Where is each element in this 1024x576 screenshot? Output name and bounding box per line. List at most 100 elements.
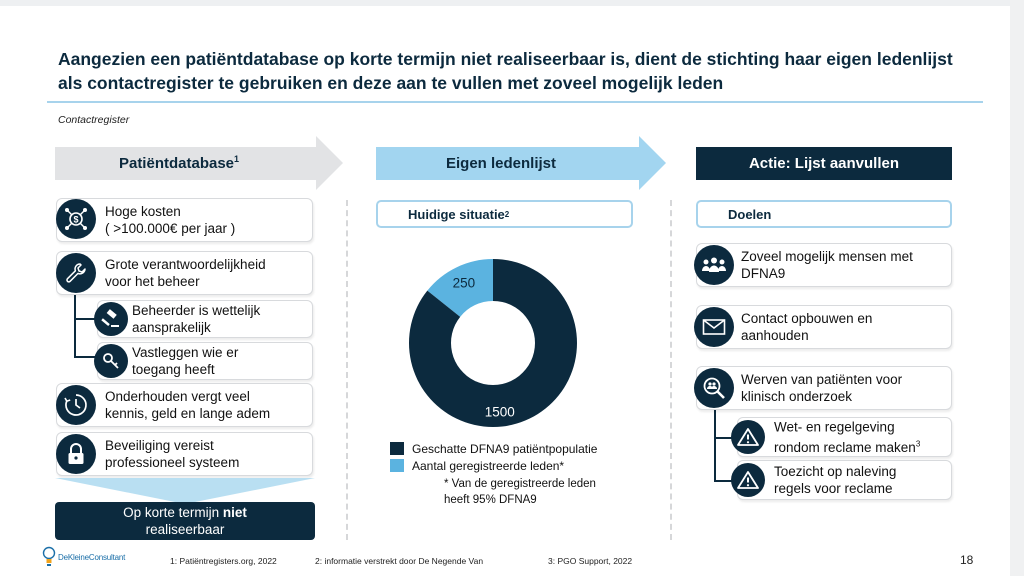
item-text: Zoveel mogelijk mensen met DFNA9 xyxy=(741,248,913,282)
list-item: Zoveel mogelijk mensen met DFNA9 xyxy=(696,243,952,287)
donut-slice xyxy=(409,259,577,427)
legend-label: Geschatte DFNA9 patiëntpopulatie xyxy=(412,441,598,456)
conclusion-box: Op korte termijn niet realiseerbaar xyxy=(55,502,315,540)
header-footnote-mark: 1 xyxy=(234,154,240,164)
envelope-icon xyxy=(694,307,734,347)
goals-label: Doelen xyxy=(728,206,772,222)
conclusion-text: realiseerbaar xyxy=(145,522,225,537)
right-strip xyxy=(1010,0,1024,576)
tree-connector xyxy=(714,480,738,482)
column-divider xyxy=(670,200,672,540)
warning-icon xyxy=(731,463,765,497)
header-patientdatabase-label: Patiëntdatabase xyxy=(118,155,235,172)
situation-label: Huidige situatie xyxy=(408,206,505,222)
tree-connector xyxy=(74,318,98,320)
list-item: Beveiliging vereist professioneel systeem xyxy=(56,432,313,476)
item-text: Grote verantwoordelijkheid voor het behee… xyxy=(105,256,266,290)
item-line: voor het beheer xyxy=(105,274,200,289)
top-strip xyxy=(0,0,1024,6)
situation-footnote-mark: 2 xyxy=(504,209,510,219)
people-icon xyxy=(694,245,734,285)
legend-swatch xyxy=(390,459,404,472)
title-divider xyxy=(47,101,983,103)
item-footnote-mark: 3 xyxy=(915,439,921,449)
list-item: Toezicht op naleving regels voor reclame xyxy=(737,460,952,500)
header-arrow-head xyxy=(316,136,343,190)
item-line: Toezicht op naleving xyxy=(774,464,897,479)
footnote-line: * Van de geregistreerde leden xyxy=(444,478,596,490)
item-line: kennis, geld en lange adem xyxy=(105,406,271,421)
item-line: Beheerder is wettelijk xyxy=(132,303,261,318)
legend-label: Aantal geregistreerde leden* xyxy=(412,458,565,473)
donut-data-label: 250 xyxy=(453,276,476,291)
item-text: Beveiliging vereist professioneel systeem xyxy=(105,437,239,471)
footer-note: 3: PGO Support, 2022 xyxy=(548,556,633,566)
item-text: Wet- en regelgeving rondom reclame maken3 xyxy=(774,418,920,456)
item-line: Hoge kosten xyxy=(105,204,181,219)
item-line: Werven van patiënten voor xyxy=(741,372,903,387)
item-line: rondom reclame maken xyxy=(774,439,916,455)
item-line: toegang heeft xyxy=(132,362,215,377)
list-item: Beheerder is wettelijk aansprakelijk xyxy=(97,300,313,338)
conclusion-emphasis: niet xyxy=(222,505,247,520)
column-divider xyxy=(346,200,348,540)
item-line: Wet- en regelgeving xyxy=(774,419,895,435)
situation-pill: Huidige situatie 2 xyxy=(376,200,633,228)
item-text: Beheerder is wettelijk aansprakelijk xyxy=(132,302,260,336)
item-text: Contact opbouwen en aanhouden xyxy=(741,310,872,344)
lightbulb-icon xyxy=(42,546,56,566)
tree-connector xyxy=(74,275,76,357)
chart-footnote: * Van de geregistreerde leden heeft 95% … xyxy=(444,476,596,508)
item-text: Onderhouden vergt veel kennis, geld en la… xyxy=(105,388,270,422)
donut-slice xyxy=(427,259,493,317)
item-line: regels voor reclame xyxy=(774,481,893,496)
legend-entry: Geschatte DFNA9 patiëntpopulatie xyxy=(390,440,597,457)
magnifier-people-icon xyxy=(694,368,734,408)
page-number: 18 xyxy=(960,553,974,567)
item-line: Contact opbouwen en xyxy=(741,311,873,326)
donut-data-label: 1500 xyxy=(485,405,515,420)
list-item: Vastleggen wie er toegang heeft xyxy=(97,342,313,380)
item-line: aanhouden xyxy=(741,328,809,343)
gavel-icon xyxy=(94,302,128,336)
header-eigen-ledenlijst: Eigen ledenlijst xyxy=(376,136,666,190)
item-line: DFNA9 xyxy=(741,266,786,281)
item-text: Toezicht op naleving regels voor reclame xyxy=(774,463,896,497)
header-arrow-body xyxy=(55,147,316,180)
warning-icon xyxy=(731,420,765,454)
list-item: Grote verantwoordelijkheid voor het behee… xyxy=(56,251,313,295)
svg-text:$: $ xyxy=(73,215,78,225)
item-line: professioneel systeem xyxy=(105,455,240,470)
item-text: Hoge kosten ( >100.000€ per jaar ) xyxy=(105,203,235,237)
tree-connector xyxy=(714,402,716,482)
brand-name: DeKleineConsultant xyxy=(58,552,126,562)
conclusion-text: Op korte termijn xyxy=(123,505,223,520)
tree-connector xyxy=(74,356,98,358)
chart-legend: Geschatte DFNA9 patiëntpopulatie Aantal … xyxy=(390,440,597,474)
slide-title: Aangezien een patiëntdatabase op korte t… xyxy=(58,49,953,93)
header-patientdatabase: Patiëntdatabase1 xyxy=(55,136,343,190)
header-actie-label: Actie: Lijst aanvullen xyxy=(748,155,900,172)
list-item: Wet- en regelgeving rondom reclame maken3 xyxy=(737,417,952,457)
legend-entry: Aantal geregistreerde leden* xyxy=(390,457,597,474)
footnote-line: heeft 95% DFNA9 xyxy=(444,494,537,506)
header-eigen-ledenlijst-label: Eigen ledenlijst xyxy=(445,154,557,172)
brand-logo: DeKleineConsultant xyxy=(42,546,125,568)
list-item: Werven van patiënten voor klinisch onderz… xyxy=(696,366,952,410)
item-text: Vastleggen wie er toegang heeft xyxy=(132,344,238,378)
header-arrow-head xyxy=(639,136,666,190)
list-item: Contact opbouwen en aanhouden xyxy=(696,305,952,349)
header-arrow-body xyxy=(376,147,639,180)
item-line: Zoveel mogelijk mensen met xyxy=(741,249,913,264)
header-actie: Actie: Lijst aanvullen xyxy=(696,147,952,180)
item-line: Vastleggen wie er xyxy=(132,345,239,360)
down-arrow-shape xyxy=(55,478,315,504)
item-text: Werven van patiënten voor klinisch onderz… xyxy=(741,371,902,405)
lock-icon xyxy=(56,434,96,474)
wrench-icon xyxy=(56,253,96,293)
tree-connector xyxy=(714,437,738,439)
item-line: ( >100.000€ per jaar ) xyxy=(105,221,236,236)
clock-icon xyxy=(56,385,96,425)
item-line: klinisch onderzoek xyxy=(741,389,853,404)
item-line: Grote verantwoordelijkheid xyxy=(105,257,266,272)
